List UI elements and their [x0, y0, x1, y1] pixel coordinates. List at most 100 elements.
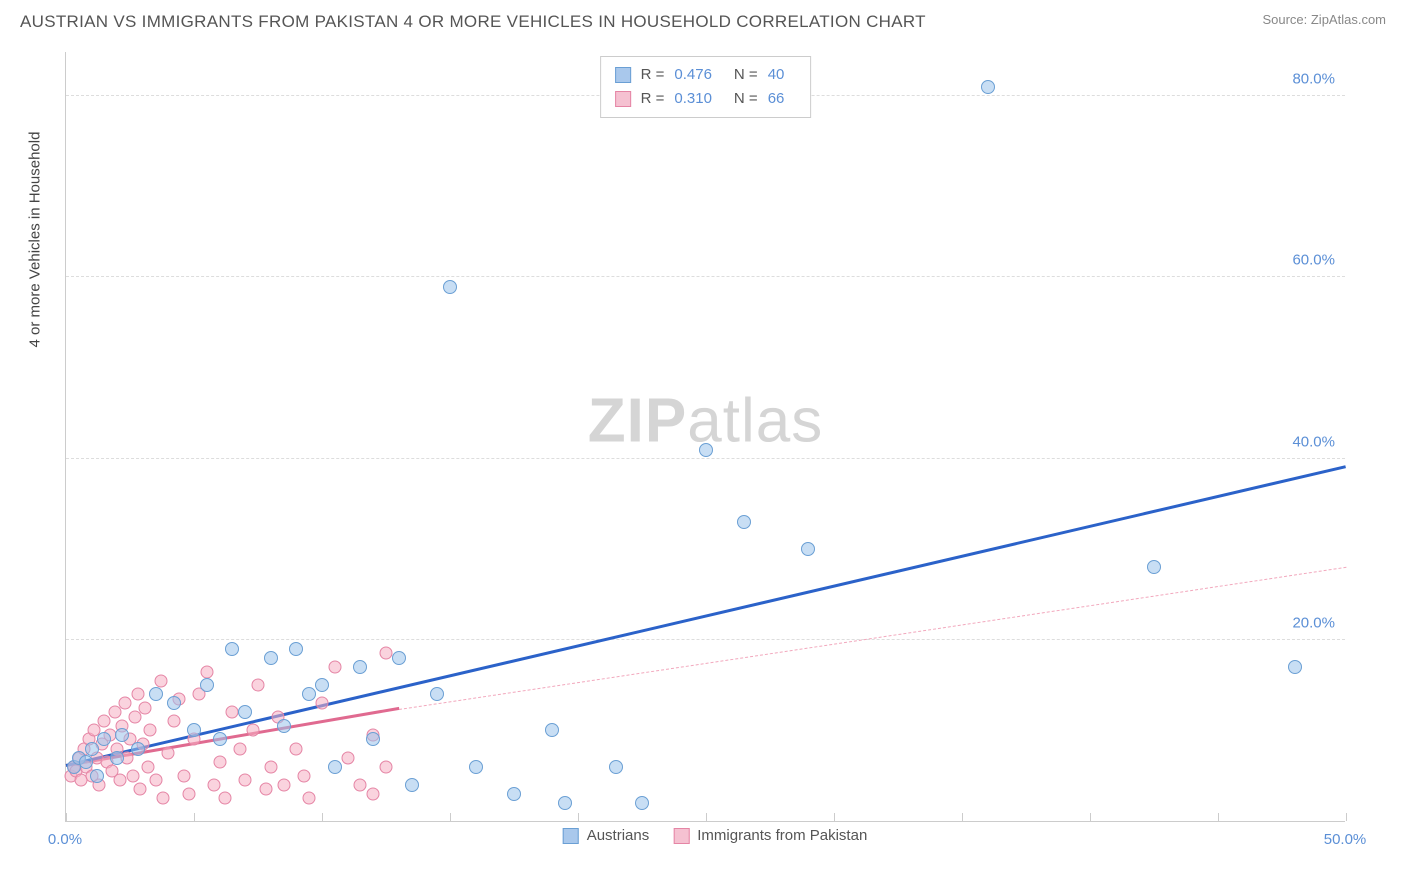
data-point-pink: [234, 742, 247, 755]
x-tick: [1090, 813, 1091, 821]
data-point-pink: [303, 792, 316, 805]
data-point-pink: [144, 724, 157, 737]
data-point-blue: [302, 687, 316, 701]
data-point-pink: [134, 783, 147, 796]
x-tick: [1218, 813, 1219, 821]
data-point-pink: [200, 665, 213, 678]
n-value: 40: [768, 63, 785, 87]
legend-swatch: [615, 91, 631, 107]
data-point-pink: [131, 688, 144, 701]
source-label: Source: ZipAtlas.com: [1262, 12, 1386, 27]
data-point-pink: [118, 697, 131, 710]
legend-series: AustriansImmigrants from Pakistan: [563, 827, 868, 844]
data-point-blue: [110, 751, 124, 765]
data-point-blue: [699, 443, 713, 457]
x-tick: [834, 813, 835, 821]
data-point-blue: [635, 796, 649, 810]
data-point-pink: [239, 774, 252, 787]
data-point-blue: [981, 80, 995, 94]
x-tick: [194, 813, 195, 821]
data-point-pink: [139, 701, 152, 714]
n-label: N =: [734, 87, 758, 111]
x-tick: [322, 813, 323, 821]
data-point-blue: [167, 696, 181, 710]
legend-series-label: Austrians: [587, 827, 650, 844]
legend-stats-row: R = 0.476 N = 40: [615, 63, 797, 87]
x-tick: [962, 813, 963, 821]
legend-swatch: [673, 828, 689, 844]
gridline-h: [66, 639, 1345, 640]
data-point-blue: [97, 732, 111, 746]
data-point-pink: [316, 697, 329, 710]
data-point-blue: [289, 642, 303, 656]
data-point-blue: [1288, 660, 1302, 674]
data-point-blue: [392, 651, 406, 665]
n-value: 66: [768, 87, 785, 111]
data-point-pink: [298, 769, 311, 782]
data-point-pink: [380, 647, 393, 660]
r-value: 0.476: [674, 63, 712, 87]
data-point-blue: [545, 723, 559, 737]
trend-line: [66, 465, 1347, 766]
data-point-blue: [264, 651, 278, 665]
data-point-pink: [129, 710, 142, 723]
data-point-pink: [149, 774, 162, 787]
gridline-h: [66, 458, 1345, 459]
data-point-blue: [187, 723, 201, 737]
data-point-pink: [354, 778, 367, 791]
r-label: R =: [641, 63, 665, 87]
data-point-blue: [558, 796, 572, 810]
data-point-pink: [367, 787, 380, 800]
n-label: N =: [734, 63, 758, 87]
data-point-blue: [315, 678, 329, 692]
data-point-blue: [430, 687, 444, 701]
data-point-blue: [366, 732, 380, 746]
y-tick-label: 80.0%: [1292, 71, 1335, 88]
data-point-pink: [162, 747, 175, 760]
data-point-pink: [177, 769, 190, 782]
data-point-pink: [226, 706, 239, 719]
data-point-blue: [801, 542, 815, 556]
x-tick: [1346, 813, 1347, 821]
data-point-pink: [277, 778, 290, 791]
data-point-blue: [353, 660, 367, 674]
data-point-pink: [126, 769, 139, 782]
data-point-blue: [213, 732, 227, 746]
x-tick: [450, 813, 451, 821]
data-point-pink: [290, 742, 303, 755]
x-axis-max-label: 50.0%: [1324, 831, 1367, 848]
data-point-pink: [264, 760, 277, 773]
data-point-pink: [252, 679, 265, 692]
data-point-blue: [149, 687, 163, 701]
data-point-pink: [157, 792, 170, 805]
y-tick-label: 20.0%: [1292, 614, 1335, 631]
x-tick: [578, 813, 579, 821]
data-point-blue: [328, 760, 342, 774]
data-point-pink: [213, 756, 226, 769]
data-point-blue: [737, 515, 751, 529]
r-label: R =: [641, 87, 665, 111]
x-tick: [706, 813, 707, 821]
data-point-blue: [200, 678, 214, 692]
r-value: 0.310: [674, 87, 712, 111]
data-point-pink: [246, 724, 259, 737]
data-point-blue: [85, 742, 99, 756]
data-point-pink: [141, 760, 154, 773]
data-point-blue: [507, 787, 521, 801]
data-point-pink: [341, 751, 354, 764]
data-point-pink: [182, 787, 195, 800]
data-point-blue: [131, 742, 145, 756]
plot-area: ZIPatlas R =0.476N =40R =0.310N =66 20.0…: [65, 52, 1345, 822]
legend-stats: R = 0.476 N = 40 R = 0.310 N = 66: [600, 56, 812, 118]
data-point-pink: [218, 792, 231, 805]
x-tick: [66, 813, 67, 821]
data-point-blue: [469, 760, 483, 774]
legend-series-item: Austrians: [563, 827, 650, 844]
data-point-pink: [328, 661, 341, 674]
y-tick-label: 60.0%: [1292, 252, 1335, 269]
data-point-blue: [79, 755, 93, 769]
chart-container: 4 or more Vehicles in Household ZIPatlas…: [45, 52, 1385, 842]
gridline-h: [66, 276, 1345, 277]
y-tick-label: 40.0%: [1292, 433, 1335, 450]
data-point-pink: [167, 715, 180, 728]
